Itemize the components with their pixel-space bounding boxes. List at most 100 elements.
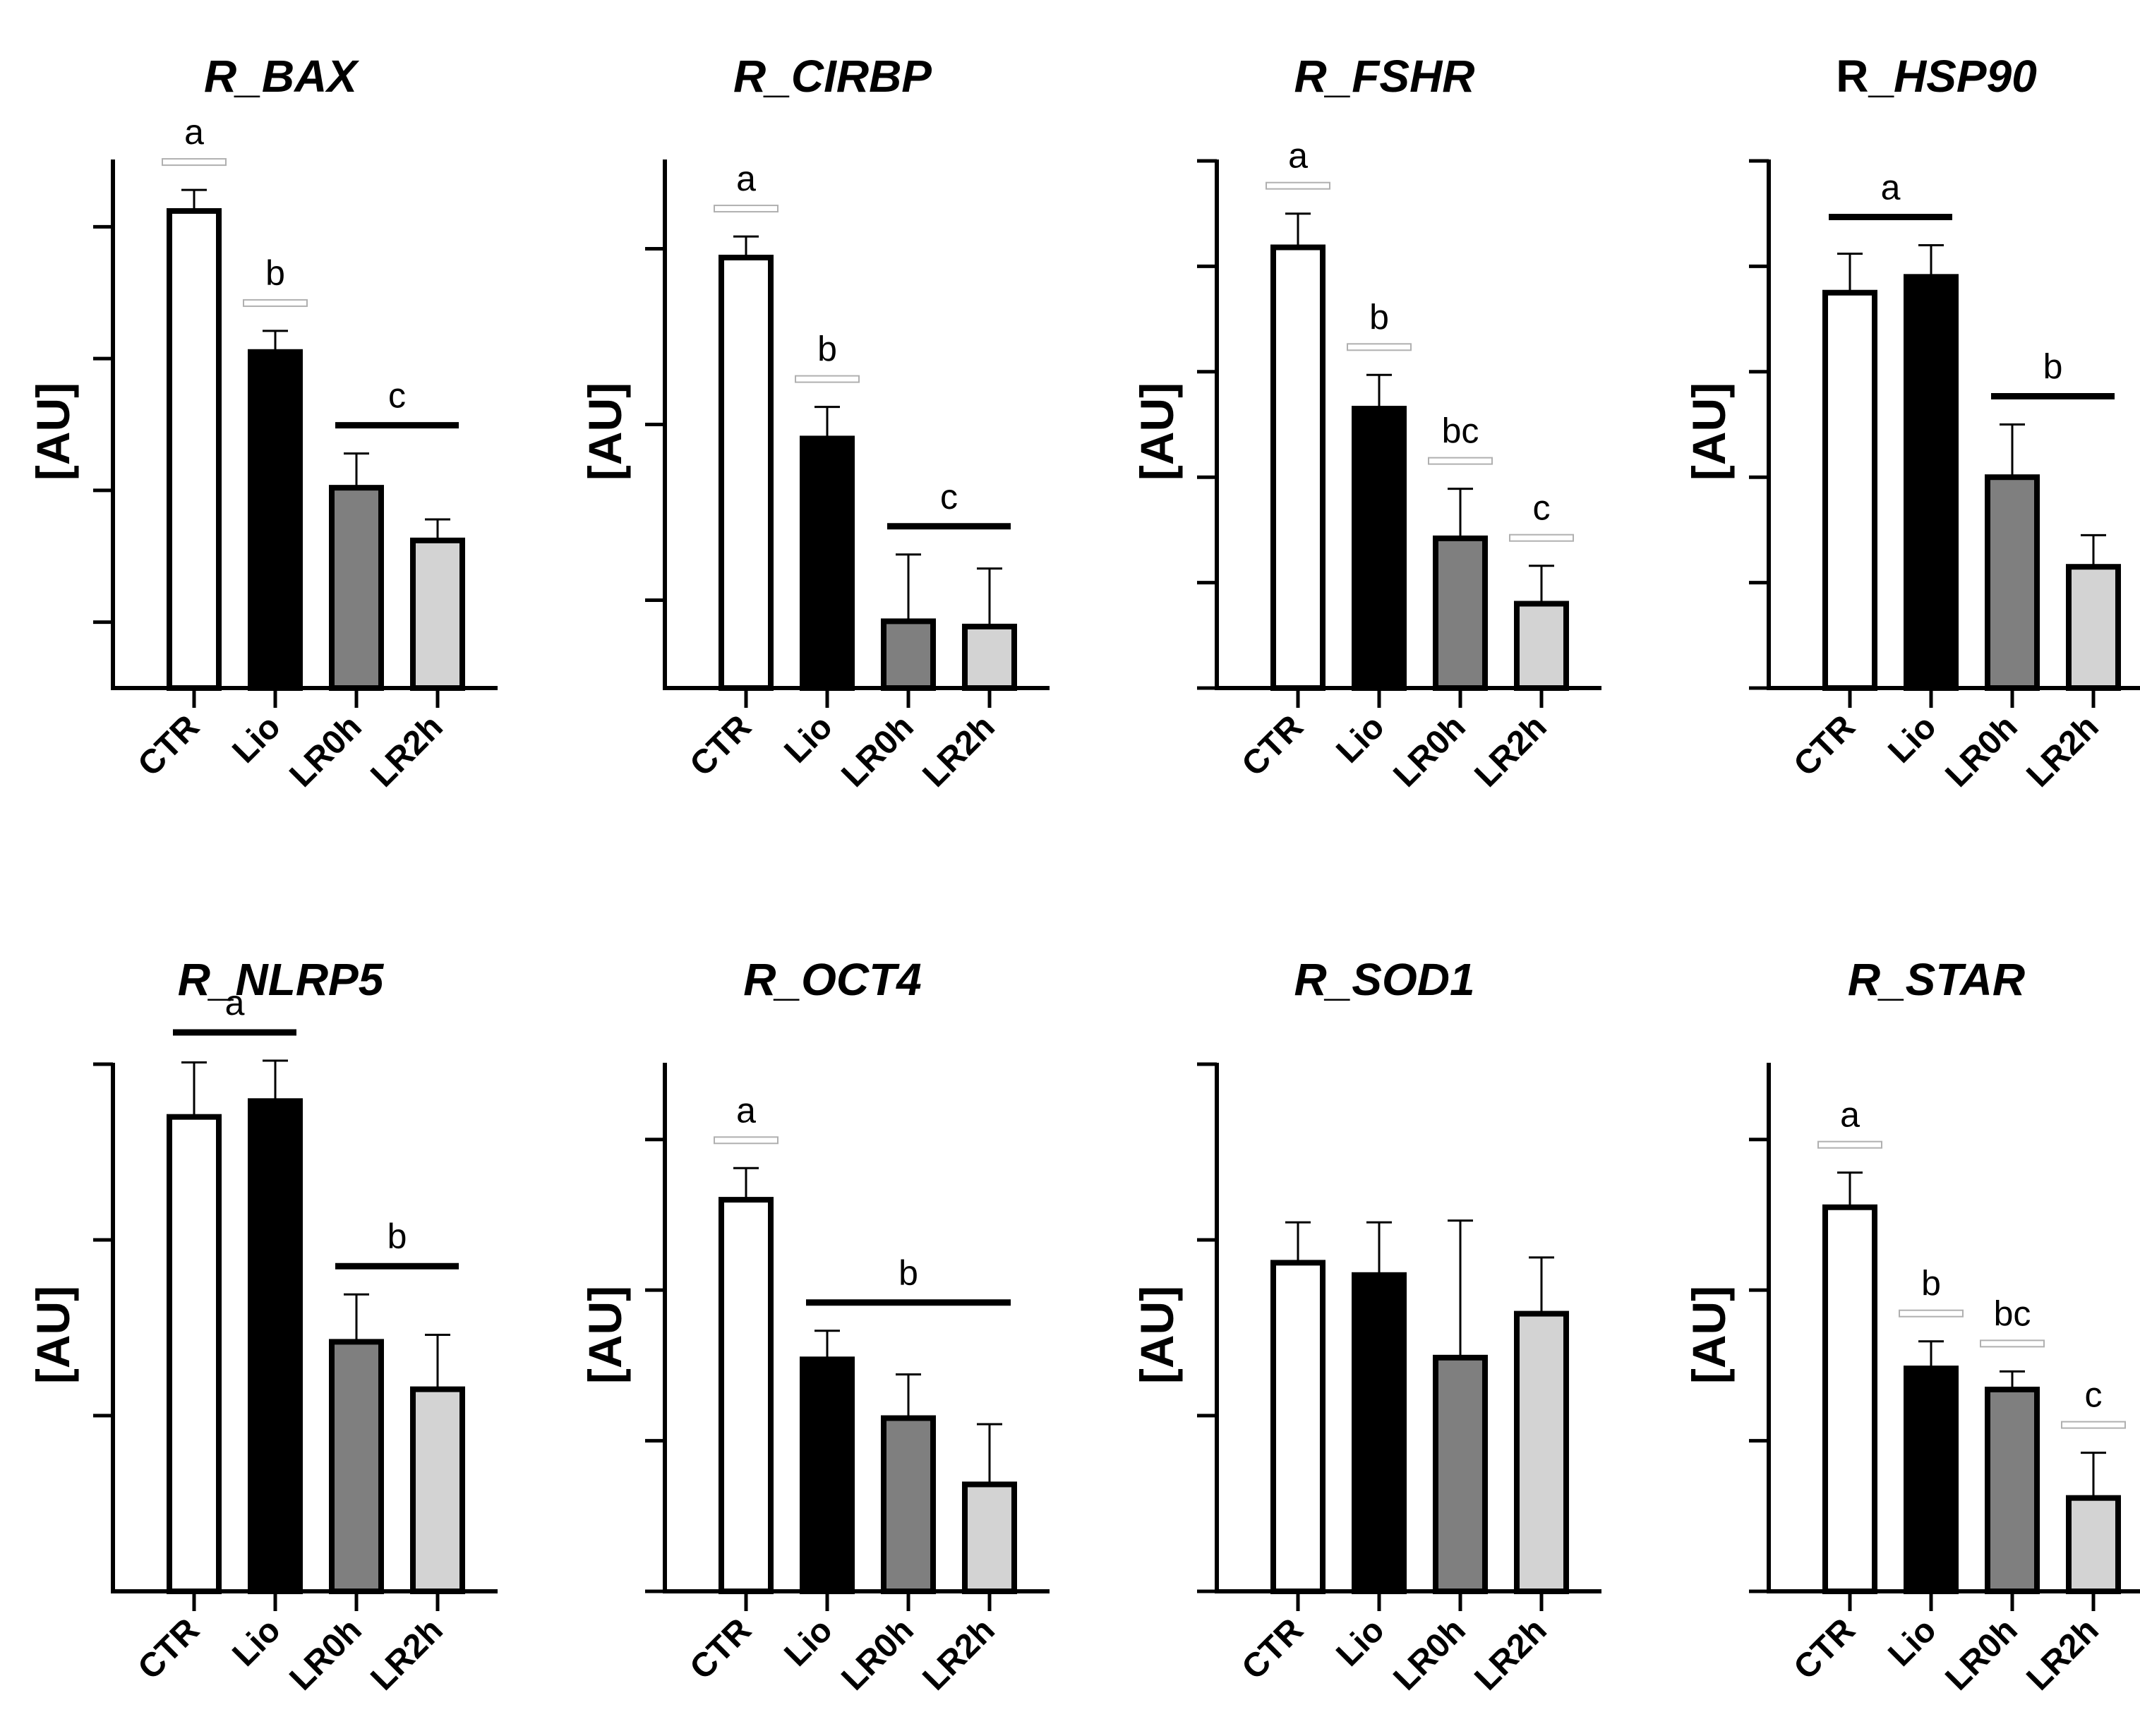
x-tick-label-lio: Lio bbox=[777, 1611, 839, 1673]
x-tick-label-lr2h: LR2h bbox=[2019, 708, 2105, 794]
x-tick-label-lr2h: LR2h bbox=[1467, 708, 1553, 794]
bar-lio bbox=[1904, 274, 1959, 691]
x-tick-label-lio: Lio bbox=[225, 1611, 287, 1673]
x-tick-label-lr2h: LR2h bbox=[915, 1611, 1002, 1697]
significance-letter: bc bbox=[1994, 1294, 2031, 1333]
bar-lr2h bbox=[962, 623, 1017, 691]
significance-bracket bbox=[1266, 181, 1330, 190]
bar-lio bbox=[1904, 1366, 1959, 1595]
bar-lio bbox=[248, 1098, 303, 1595]
significance-bracket bbox=[1817, 1140, 1882, 1149]
significance-letter: a bbox=[736, 159, 756, 198]
x-tick-label-lr0h: LR0h bbox=[1386, 708, 1472, 794]
significance-letter: c bbox=[940, 477, 958, 517]
significance-bracket bbox=[2061, 1421, 2126, 1429]
chart-title: R_FSHR bbox=[1294, 51, 1474, 102]
x-tick-label-lio: Lio bbox=[1881, 708, 1943, 770]
chart-title: R_HSP90 bbox=[1836, 51, 2037, 102]
significance-letter: c bbox=[2085, 1375, 2103, 1415]
chart-title: R_BAX bbox=[204, 51, 359, 102]
x-tick-label-lr0h: LR0h bbox=[1386, 1611, 1472, 1697]
x-tick-label-lr2h: LR2h bbox=[1467, 1611, 1553, 1697]
bar-lio bbox=[248, 349, 303, 691]
x-tick-label-lr2h: LR2h bbox=[915, 708, 1002, 794]
title-prefix: R_ bbox=[1836, 51, 1894, 102]
significance-letter: b bbox=[2043, 347, 2063, 387]
significance-letter: b bbox=[898, 1253, 918, 1293]
significance-letter: a bbox=[225, 983, 245, 1023]
chart-title: R_OCT4 bbox=[743, 954, 922, 1005]
bar-lr2h bbox=[2066, 1495, 2121, 1594]
significance-letter: a bbox=[1840, 1095, 1860, 1135]
significance-letter: b bbox=[387, 1217, 407, 1256]
bar-lr2h bbox=[1514, 1310, 1569, 1595]
significance-bracket bbox=[1980, 1339, 2045, 1348]
x-tick-label-ctr: CTR bbox=[131, 1611, 207, 1687]
x-tick-label-lr0h: LR0h bbox=[1938, 1611, 2024, 1697]
x-tick-label-ctr: CTR bbox=[1235, 708, 1311, 783]
bar-lr0h bbox=[1433, 1354, 1488, 1595]
bar-lr0h bbox=[1985, 474, 2040, 691]
x-tick-label-lr0h: LR0h bbox=[282, 708, 368, 794]
bar-lr0h bbox=[329, 1339, 384, 1594]
bar-lr2h bbox=[962, 1481, 1017, 1594]
chart-title: R_CIRBP bbox=[733, 51, 932, 102]
y-axis-label: [AU] bbox=[579, 1286, 631, 1384]
x-tick-label-ctr: CTR bbox=[1235, 1611, 1311, 1687]
significance-letter: a bbox=[184, 112, 204, 152]
bar-ctr bbox=[167, 207, 222, 691]
bar-lr2h bbox=[410, 537, 465, 692]
y-axis-label: [AU] bbox=[27, 1286, 79, 1384]
x-tick-label-lio: Lio bbox=[225, 708, 287, 770]
significance-bracket bbox=[243, 299, 308, 307]
x-tick-label-ctr: CTR bbox=[1787, 708, 1863, 783]
y-axis-label: [AU] bbox=[1683, 382, 1735, 481]
bar-lio bbox=[800, 1356, 855, 1594]
bar-lr0h bbox=[881, 618, 936, 692]
x-tick-label-ctr: CTR bbox=[683, 708, 759, 783]
bar-ctr bbox=[1822, 1204, 1877, 1594]
x-tick-label-lr2h: LR2h bbox=[2019, 1611, 2105, 1697]
bar-lr2h bbox=[1514, 601, 1569, 691]
x-tick-label-lr0h: LR0h bbox=[1938, 708, 2024, 794]
x-tick-label-ctr: CTR bbox=[683, 1611, 759, 1687]
bar-ctr bbox=[1270, 244, 1326, 691]
significance-letter: a bbox=[1288, 136, 1308, 176]
y-axis-label: [AU] bbox=[1131, 1286, 1183, 1384]
x-tick-label-lr0h: LR0h bbox=[834, 1611, 920, 1697]
bar-ctr bbox=[167, 1114, 222, 1594]
significance-bracket bbox=[714, 1136, 779, 1145]
x-tick-label-lr0h: LR0h bbox=[834, 708, 920, 794]
title-gene: HSP90 bbox=[1894, 51, 2037, 102]
chart-title: R_NLRP5 bbox=[178, 954, 385, 1005]
significance-letter: a bbox=[1881, 168, 1901, 207]
bar-lio bbox=[1352, 406, 1407, 692]
x-tick-label-lio: Lio bbox=[1329, 708, 1391, 770]
bar-lr0h bbox=[329, 485, 384, 691]
x-tick-label-lio: Lio bbox=[1881, 1611, 1943, 1673]
significance-bracket bbox=[1509, 534, 1574, 542]
significance-letter: bc bbox=[1442, 411, 1479, 451]
bar-lr2h bbox=[410, 1386, 465, 1595]
significance-bracket bbox=[795, 375, 860, 383]
x-tick-label-lio: Lio bbox=[1329, 1611, 1391, 1673]
significance-bracket bbox=[1428, 457, 1493, 465]
bar-lio bbox=[800, 435, 855, 691]
y-axis-label: [AU] bbox=[1683, 1286, 1735, 1384]
significance-bracket bbox=[1347, 343, 1412, 351]
significance-bracket bbox=[162, 158, 227, 167]
significance-letter: a bbox=[736, 1090, 756, 1130]
bar-lr2h bbox=[2066, 564, 2121, 691]
chart-title: R_SOD1 bbox=[1294, 954, 1474, 1005]
bar-ctr bbox=[1270, 1260, 1326, 1594]
y-axis-label: [AU] bbox=[579, 382, 631, 481]
y-axis-label: [AU] bbox=[1131, 382, 1183, 481]
y-axis-label: [AU] bbox=[27, 382, 79, 481]
